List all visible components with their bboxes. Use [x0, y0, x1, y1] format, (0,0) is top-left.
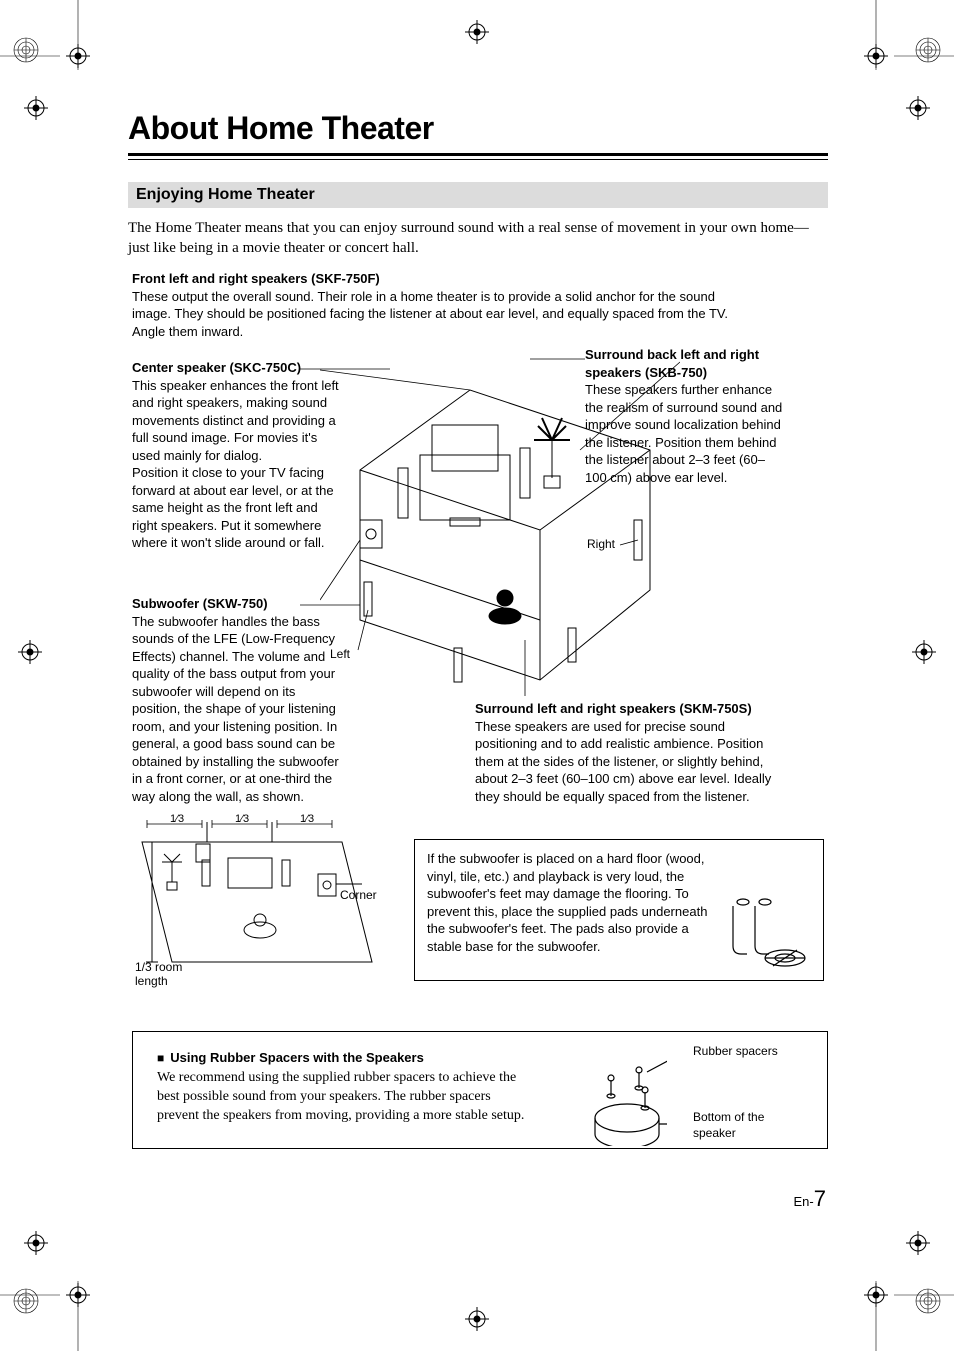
rubber-spacers-body: We recommend using the supplied rubber s…	[157, 1069, 527, 1126]
svg-text:1⁄3: 1⁄3	[300, 813, 314, 825]
svg-text:1⁄3: 1⁄3	[170, 813, 184, 825]
leader-line-icon	[300, 600, 370, 620]
subwoofer-body: The subwoofer handles the bass sounds of…	[132, 613, 347, 806]
surround-body: These speakers are used for precise soun…	[475, 718, 785, 806]
center-speaker-block: Center speaker (SKC-750C) This speaker e…	[132, 359, 342, 552]
leader-line-icon	[300, 364, 400, 384]
svg-text:1⁄3: 1⁄3	[235, 813, 249, 825]
rubber-spacers-label: Rubber spacers	[693, 1044, 803, 1060]
subwoofer-feet-diagram	[721, 898, 811, 970]
front-speakers-title: Front left and right speakers (SKF-750F)	[132, 270, 752, 288]
speaker-bottom-label: Bottom of the speaker	[693, 1110, 803, 1141]
page-number-value: 7	[814, 1186, 826, 1211]
subwoofer-floor-text: If the subwoofer is placed on a hard flo…	[427, 851, 707, 954]
page-title: About Home Theater	[128, 110, 828, 147]
one-third-room-label: 1/3 room length	[135, 960, 205, 988]
surround-block: Surround left and right speakers (SKM-75…	[475, 700, 785, 805]
front-speakers-body: These output the overall sound. Their ro…	[132, 288, 752, 341]
center-speaker-body: This speaker enhances the front left and…	[132, 377, 342, 552]
page-number-prefix: En-	[794, 1194, 814, 1209]
front-speakers-block: Front left and right speakers (SKF-750F)…	[132, 270, 752, 340]
title-rule	[128, 153, 828, 160]
page: About Home Theater Enjoying Home Theater…	[0, 0, 954, 1351]
subwoofer-floor-note: If the subwoofer is placed on a hard flo…	[414, 839, 824, 981]
subwoofer-block: Subwoofer (SKW-750) The subwoofer handle…	[132, 595, 347, 806]
rubber-spacers-box: Using Rubber Spacers with the Speakers W…	[132, 1031, 828, 1149]
intro-paragraph: The Home Theater means that you can enjo…	[128, 218, 828, 259]
page-number: En-7	[794, 1186, 826, 1212]
corner-label: Corner	[340, 888, 377, 902]
section-title: Enjoying Home Theater	[128, 182, 828, 208]
leader-line-icon	[530, 352, 590, 366]
room-layout-diagram	[320, 350, 680, 710]
rubber-spacers-diagram	[587, 1046, 667, 1146]
content-area: About Home Theater Enjoying Home Theater…	[128, 110, 828, 277]
